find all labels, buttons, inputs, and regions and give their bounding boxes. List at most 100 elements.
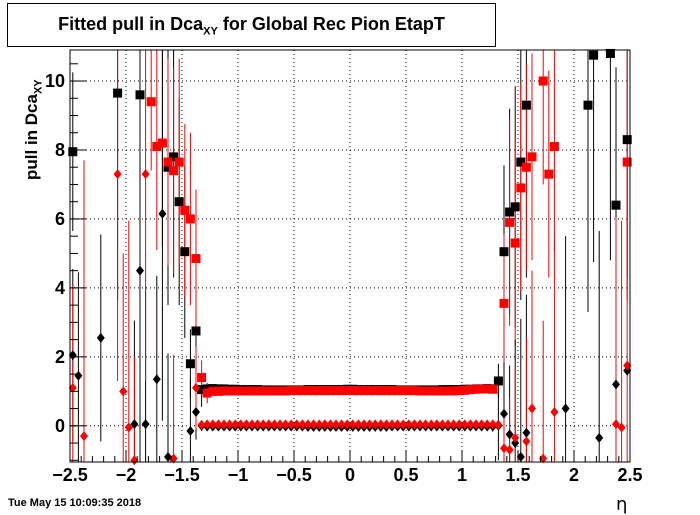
square-marker [309, 386, 319, 396]
square-marker [510, 202, 520, 212]
square-marker [230, 386, 240, 396]
grid-lines [69, 50, 631, 462]
diamond-marker [343, 419, 352, 430]
diamond-marker [158, 208, 167, 219]
diamond-marker [511, 432, 520, 443]
square-marker [258, 386, 268, 396]
diamond-marker [74, 370, 83, 381]
diamond-marker [259, 419, 268, 430]
square-marker [169, 152, 179, 162]
diamond-marker [164, 451, 172, 462]
diamond-marker [376, 419, 385, 430]
square-marker [521, 100, 531, 110]
diamond-marker [438, 419, 447, 430]
square-marker [415, 386, 425, 396]
diamond-marker [472, 419, 480, 430]
square-marker [169, 166, 179, 176]
square-marker [180, 205, 190, 215]
square-marker [325, 386, 335, 396]
square-marker [488, 384, 498, 394]
diamond-marker [505, 444, 514, 455]
square-marker [275, 386, 285, 396]
diamond-marker [449, 419, 458, 430]
diamond-marker [404, 419, 413, 430]
diamond-marker [539, 453, 548, 464]
square-marker [471, 384, 481, 394]
diamond-marker [186, 425, 195, 436]
x-tick-label: 0 [345, 465, 355, 485]
diamond-marker [522, 436, 531, 447]
square-marker [611, 200, 621, 210]
square-marker [68, 147, 78, 157]
square-marker [421, 386, 431, 396]
x-tick-label: −0.5 [276, 465, 312, 485]
axis-ticks [69, 63, 631, 462]
x-tick-label: 0.5 [393, 465, 418, 485]
diamond-marker [500, 408, 508, 419]
ylabel-main: pull in Dca [22, 94, 41, 180]
square-marker [527, 152, 537, 162]
square-marker [443, 386, 453, 396]
diamond-marker [236, 419, 245, 430]
square-marker [281, 386, 291, 396]
diamond-marker [242, 419, 251, 430]
diamond-marker [494, 419, 503, 430]
square-marker [135, 90, 145, 100]
square-marker [247, 386, 257, 396]
y-tick-label: 8 [55, 140, 65, 160]
y-tick-label: 10 [45, 71, 65, 91]
x-axis-label: η [616, 494, 628, 515]
diamond-marker [208, 419, 217, 430]
y-tick-label: 2 [55, 347, 65, 367]
square-marker [449, 386, 459, 396]
diamond-marker [354, 419, 363, 430]
diamond-marker [68, 350, 77, 361]
square-marker [376, 386, 386, 396]
diamond-marker [371, 419, 380, 430]
diamond-marker [152, 374, 161, 385]
x-tick-label: −1.5 [164, 465, 200, 485]
diamond-marker [382, 419, 391, 430]
x-tick-label: −1 [228, 465, 249, 485]
square-marker [493, 376, 503, 386]
square-marker [157, 138, 167, 148]
diamond-marker [326, 419, 335, 430]
square-marker [219, 386, 229, 396]
diamond-marker [460, 419, 469, 430]
square-marker [320, 386, 330, 396]
square-marker [185, 359, 195, 369]
diamond-marker [623, 360, 632, 371]
diamond-marker [320, 419, 329, 430]
diamond-marker [309, 419, 318, 430]
diamond-marker [550, 407, 559, 418]
title-rest: for Global Rec Pion EtapT [217, 14, 445, 34]
y-tick-label: 0 [55, 416, 65, 436]
square-marker [146, 97, 156, 107]
square-marker [253, 386, 263, 396]
diamond-marker [444, 419, 452, 430]
square-marker [365, 386, 375, 396]
square-marker [241, 386, 251, 396]
diamond-marker [393, 419, 402, 430]
square-marker [454, 386, 464, 396]
diamond-marker [197, 419, 206, 430]
diamond-marker [264, 419, 273, 430]
diamond-marker [528, 403, 536, 414]
square-marker [583, 100, 593, 110]
diamond-marker [253, 419, 262, 430]
diamond-marker [477, 419, 486, 430]
diamond-marker [488, 419, 497, 430]
square-marker [521, 162, 531, 172]
diamond-marker [203, 419, 212, 430]
square-marker [549, 142, 559, 152]
diamond-marker [136, 265, 144, 276]
square-marker [622, 157, 632, 167]
diamond-marker [225, 419, 234, 430]
diamond-marker [365, 419, 374, 430]
diamond-marker [192, 407, 200, 418]
diamond-marker [360, 419, 368, 430]
diamond-marker [298, 419, 307, 430]
square-marker [499, 247, 509, 257]
error-bars [72, 50, 628, 462]
x-tick-label: 2 [569, 465, 579, 485]
